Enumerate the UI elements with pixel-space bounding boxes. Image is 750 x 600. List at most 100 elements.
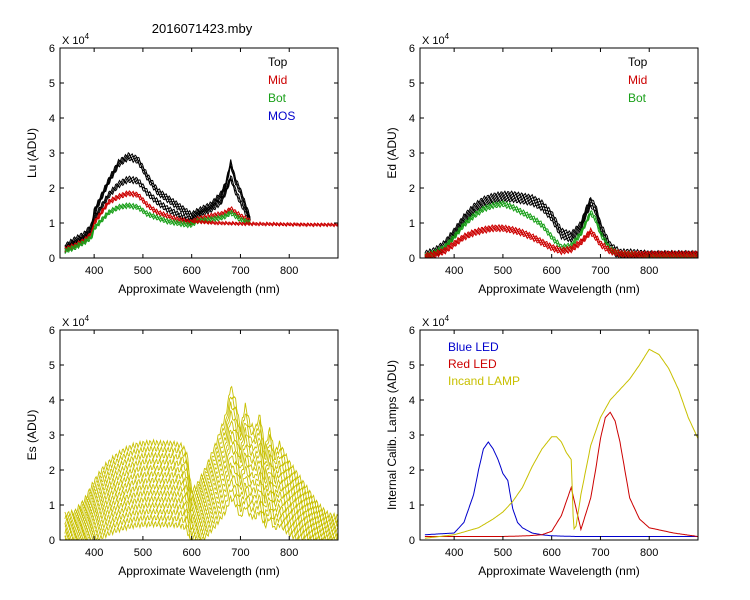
series-line-red-led <box>424 411 698 537</box>
y-tick-label: 0 <box>49 535 55 547</box>
y-tick-label: 5 <box>409 360 415 372</box>
series-line-es <box>64 435 338 540</box>
x-axis-label: Approximate Wavelength (nm) <box>118 282 280 296</box>
series-group <box>64 151 338 254</box>
exponent-base: X 10 <box>62 35 85 47</box>
series-line-mid <box>64 190 251 250</box>
series-line-top <box>424 192 698 257</box>
exponent-base: X 10 <box>422 35 445 47</box>
legend-entry-mos: MOS <box>268 109 295 123</box>
series-line-es <box>64 419 338 535</box>
x-tick-label: 600 <box>543 265 561 277</box>
y-tick-label: 6 <box>409 325 415 337</box>
x-tick-label: 700 <box>591 265 609 277</box>
series-line-es <box>64 469 338 540</box>
series-line-es <box>64 396 338 524</box>
exponent-power: 4 <box>85 32 90 41</box>
y-tick-label: 6 <box>409 43 415 55</box>
x-tick-label: 400 <box>85 547 103 559</box>
y-tick-label: 2 <box>49 183 55 195</box>
series-group <box>64 385 338 540</box>
y-tick-label: 0 <box>49 253 55 265</box>
series-line-blue-led <box>424 441 698 537</box>
x-tick-label: 800 <box>280 265 298 277</box>
x-tick-label: 600 <box>543 547 561 559</box>
series-line-top <box>64 151 251 247</box>
y-tick-label: 5 <box>49 360 55 372</box>
y-tick-label: 4 <box>409 113 415 125</box>
series-line-incand-lamp <box>424 348 698 539</box>
exponent-power: 4 <box>85 314 90 323</box>
y-tick-label: 0 <box>409 253 415 265</box>
x-tick-label: 400 <box>445 547 463 559</box>
series-line-bot <box>64 202 251 252</box>
x-tick-label: 500 <box>494 265 512 277</box>
plot-frame <box>59 47 339 259</box>
x-axis-label: Approximate Wavelength (nm) <box>478 564 640 578</box>
series-line-bot <box>64 204 251 254</box>
y-tick-label: 6 <box>49 43 55 55</box>
series-line-es <box>64 429 338 538</box>
exponent-power: 4 <box>445 314 450 323</box>
legend-entry-bot: Bot <box>628 91 647 105</box>
x-tick-label: 700 <box>591 547 609 559</box>
legend-entry-mid: Mid <box>628 73 647 87</box>
series-line-es <box>64 494 338 540</box>
series-line-bot <box>424 199 698 257</box>
exponent-label: X 104 <box>62 314 90 329</box>
x-axis-label: Approximate Wavelength (nm) <box>478 282 640 296</box>
series-line-mid <box>64 192 251 253</box>
series-line-es <box>64 410 338 531</box>
x-tick-label: 600 <box>183 547 201 559</box>
y-tick-label: 4 <box>409 395 415 407</box>
x-axis-label: Approximate Wavelength (nm) <box>118 564 280 578</box>
y-tick-label: 1 <box>409 218 415 230</box>
series-line-mid <box>191 219 338 227</box>
y-tick-label: 3 <box>49 148 55 160</box>
series-line-top <box>424 198 698 258</box>
y-tick-label: 0 <box>409 535 415 547</box>
series-line-es <box>64 401 338 528</box>
y-axis-label: Lu (ADU) <box>25 128 39 178</box>
series-line-es <box>64 385 338 521</box>
x-tick-label: 800 <box>640 265 658 277</box>
x-tick-label: 500 <box>134 547 152 559</box>
y-axis-label: Ed (ADU) <box>385 127 399 178</box>
legend-entry-incand-lamp: Incand LAMP <box>448 374 520 388</box>
y-axis-label: Es (ADU) <box>25 410 39 461</box>
exponent-label: X 104 <box>422 314 450 329</box>
y-tick-label: 3 <box>409 430 415 442</box>
x-tick-label: 500 <box>494 547 512 559</box>
series-line-es <box>64 487 338 540</box>
exponent-power: 4 <box>445 32 450 41</box>
legend-entry-bot: Bot <box>268 91 287 105</box>
y-tick-label: 3 <box>409 148 415 160</box>
series-line-es <box>64 462 338 540</box>
y-tick-label: 5 <box>49 78 55 90</box>
series-group <box>424 190 698 258</box>
x-tick-label: 400 <box>445 265 463 277</box>
x-tick-label: 500 <box>134 265 152 277</box>
y-tick-label: 2 <box>409 183 415 195</box>
y-tick-label: 5 <box>409 78 415 90</box>
x-tick-label: 700 <box>231 265 249 277</box>
y-tick-label: 4 <box>49 113 55 125</box>
exponent-label: X 104 <box>422 32 450 47</box>
series-line-top <box>64 174 251 249</box>
y-axis-label: Internal Calib. Lamps (ADU) <box>385 360 399 510</box>
y-tick-label: 1 <box>49 218 55 230</box>
x-tick-label: 600 <box>183 265 201 277</box>
x-tick-label: 700 <box>231 547 249 559</box>
y-tick-label: 6 <box>49 325 55 337</box>
y-tick-label: 4 <box>49 395 55 407</box>
legend-entry-top: Top <box>268 55 288 69</box>
legend-entry-mid: Mid <box>268 73 287 87</box>
exponent-base: X 10 <box>62 317 85 329</box>
series-line-mid <box>424 223 698 257</box>
page-title: 2016071423.mby <box>152 21 253 36</box>
